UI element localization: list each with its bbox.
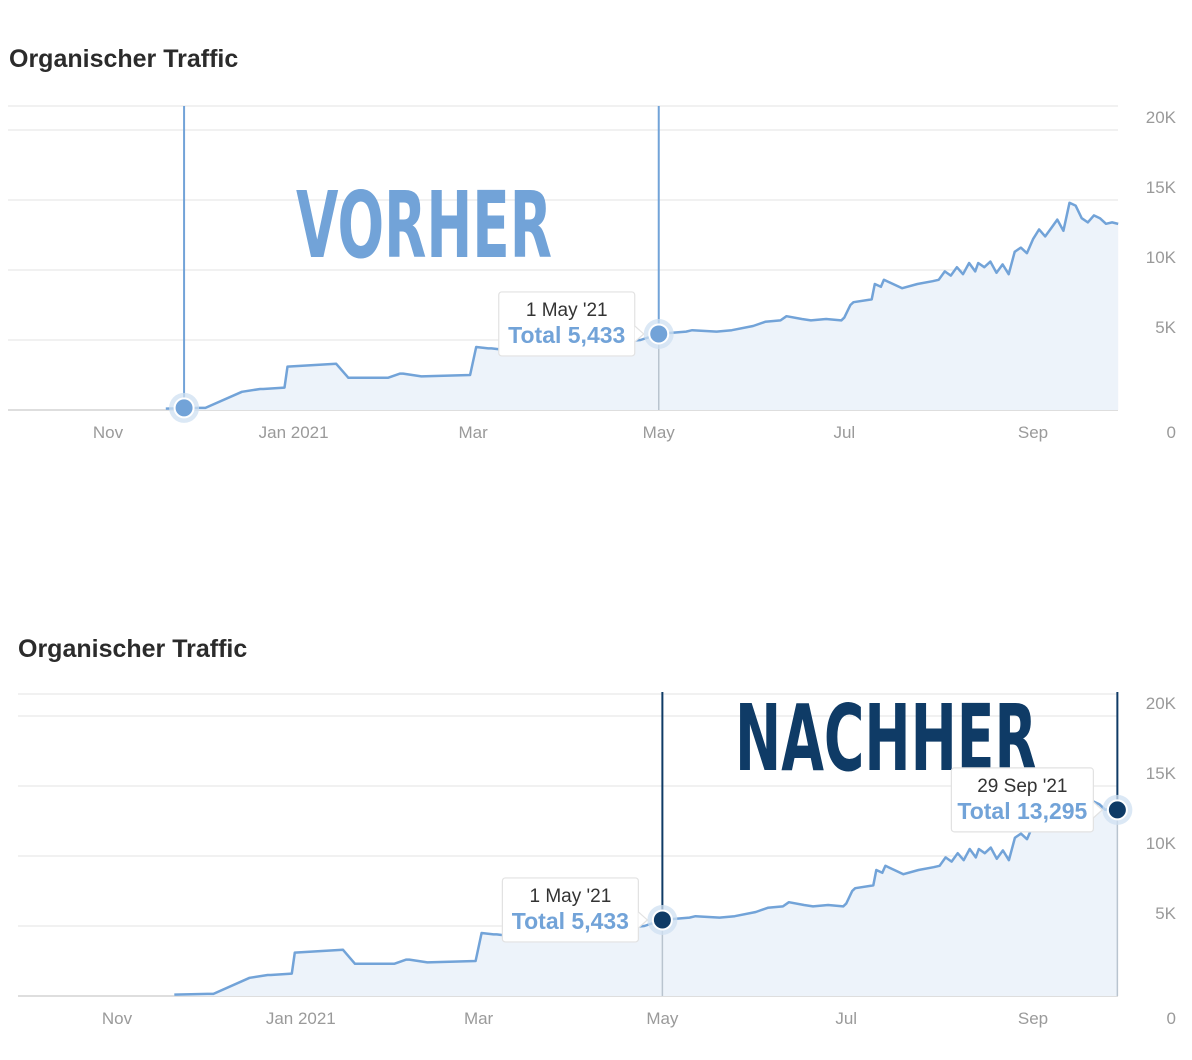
y-tick-label: 15K xyxy=(1146,764,1177,783)
series-area xyxy=(174,788,1118,996)
tooltip-total: Total 5,433 xyxy=(512,908,629,934)
x-tick-label: Sep xyxy=(1018,423,1048,442)
tooltip-box xyxy=(498,291,636,357)
x-tick-label: Jan 2021 xyxy=(266,1009,336,1028)
y-tick-label: 20K xyxy=(1146,108,1177,127)
tooltip-total: Total 13,295 xyxy=(957,798,1087,824)
tooltip-pointer xyxy=(637,911,649,929)
x-tick-label: Mar xyxy=(458,423,488,442)
tooltip-pointer xyxy=(634,325,645,343)
y-tick-label: 5K xyxy=(1155,318,1176,337)
chart-svg: VORHER Nov Jan 2021 Mar May Jul Sep 20K 15K 10K 5K… xyxy=(8,105,1177,442)
y-tick-label: 20K xyxy=(1146,694,1177,713)
y-tick-label: 0 xyxy=(1167,423,1176,442)
marker-point xyxy=(651,909,673,931)
overlay-label: VORHER xyxy=(296,172,552,279)
x-tick-label: May xyxy=(643,423,676,442)
tooltip-total: Total 5,433 xyxy=(508,322,625,348)
tooltip-pointer xyxy=(1092,801,1104,819)
y-tick-label: 10K xyxy=(1146,248,1177,267)
tooltip-box xyxy=(950,767,1094,833)
traffic-chart-before: Organischer Traffic VORHER Nov Jan 2021 Mar… xyxy=(0,0,1192,470)
x-tick-label: Jan 2021 xyxy=(259,423,329,442)
marker-point xyxy=(1106,799,1128,821)
x-tick-label: Nov xyxy=(102,1009,133,1028)
traffic-chart-after: Organischer Traffic NACHHER Nov Jan 2021 Ma… xyxy=(0,590,1192,1060)
tooltip-box xyxy=(501,877,639,943)
chart-title: Organischer Traffic xyxy=(18,635,248,663)
marker-point xyxy=(173,397,195,419)
x-tick-label: Mar xyxy=(464,1009,494,1028)
x-tick-label: Jul xyxy=(833,423,855,442)
x-tick-label: Jul xyxy=(835,1009,857,1028)
y-tick-label: 10K xyxy=(1146,834,1177,853)
series-area xyxy=(165,202,1119,410)
y-tick-label: 0 xyxy=(1167,1009,1176,1028)
series-line xyxy=(165,201,1119,410)
x-tick-label: May xyxy=(646,1009,679,1028)
x-tick-label: Sep xyxy=(1018,1009,1048,1028)
y-tick-label: 5K xyxy=(1155,904,1176,923)
tooltip-date: 29 Sep '21 xyxy=(977,776,1067,797)
x-tick-label: Nov xyxy=(93,423,124,442)
tooltip-date: 1 May '21 xyxy=(526,300,608,321)
marker-point xyxy=(648,323,670,345)
chart-title: Organischer Traffic xyxy=(9,45,239,73)
y-tick-label: 15K xyxy=(1146,178,1177,197)
tooltip-date: 1 May '21 xyxy=(529,886,611,907)
